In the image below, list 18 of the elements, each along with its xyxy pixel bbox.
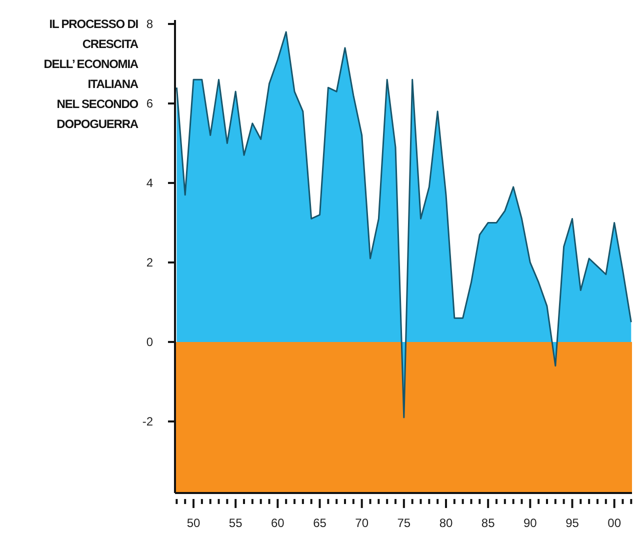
y-tick-label: 0 bbox=[146, 335, 154, 350]
text: IL PROCESSO DI CRESCITA DELL’ ECONOMIA ITALIANA NEL SECONDO DOPOGUERRA bbox=[44, 17, 139, 131]
x-tick-label: 55 bbox=[228, 516, 243, 530]
y-tick-label: -2 bbox=[142, 414, 154, 429]
x-tick-label: 50 bbox=[186, 516, 201, 530]
x-tick-label: 70 bbox=[355, 516, 369, 530]
x-tick-label: 65 bbox=[313, 516, 327, 530]
y-tick-label: 2 bbox=[146, 256, 154, 270]
y-tick-label: 4 bbox=[146, 176, 154, 190]
x-tick-label: 85 bbox=[481, 516, 496, 530]
x-tick-label: 00 bbox=[608, 516, 622, 530]
x-tick-label: 60 bbox=[271, 516, 285, 530]
x-tick-label: 75 bbox=[397, 516, 411, 530]
y-tick-label: 8 bbox=[146, 17, 154, 32]
x-tick-label: 90 bbox=[523, 516, 538, 530]
x-tick-label: 80 bbox=[439, 516, 453, 530]
y-tick-label: 6 bbox=[146, 96, 154, 111]
x-tick-label: 95 bbox=[566, 516, 580, 530]
